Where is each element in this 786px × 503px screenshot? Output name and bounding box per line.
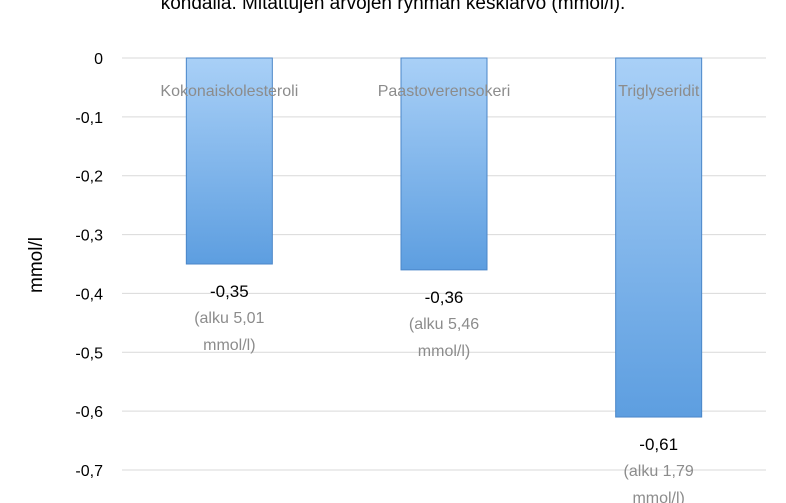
y-axis-ticks: 0 -0,1 -0,2 -0,3 -0,4 -0,5 -0,6 -0,7 [75,51,103,480]
baseline-note: (alku 5,01 [194,310,264,327]
y-tick-label: -0,4 [75,286,103,303]
baseline-note: mmol/l) [632,490,684,503]
y-tick-label: -0,3 [75,228,103,245]
baseline-note: mmol/l) [418,343,470,360]
category-label: Paastoverensokeri [378,83,511,100]
y-tick-label: -0,5 [75,345,103,362]
bar [185,57,273,265]
bars [185,57,703,418]
data-labels: Kokonaiskolesteroli -0,35 (alku 5,01 mmol/l… [160,83,699,503]
value-label: -0,36 [425,288,464,307]
y-tick-label: 0 [94,51,103,68]
bar [615,57,703,418]
y-tick-label: -0,2 [75,169,103,186]
y-tick-label: -0,1 [75,110,103,127]
category-label: Triglyseridit [618,83,700,100]
y-tick-label: -0,7 [75,463,103,480]
chart-title: kondalla. Mitattujen arvojen ryhmän kesk… [161,0,626,14]
baseline-note: (alku 5,46 [409,316,479,333]
baseline-note: (alku 1,79 [624,463,694,480]
y-axis-label: mmol/l [26,237,47,293]
baseline-note: mmol/l) [203,337,255,354]
y-tick-label: -0,6 [75,404,103,421]
value-label: -0,61 [639,435,678,454]
category-label: Kokonaiskolesteroli [160,83,298,100]
bar [400,57,488,271]
value-label: -0,35 [210,282,249,301]
